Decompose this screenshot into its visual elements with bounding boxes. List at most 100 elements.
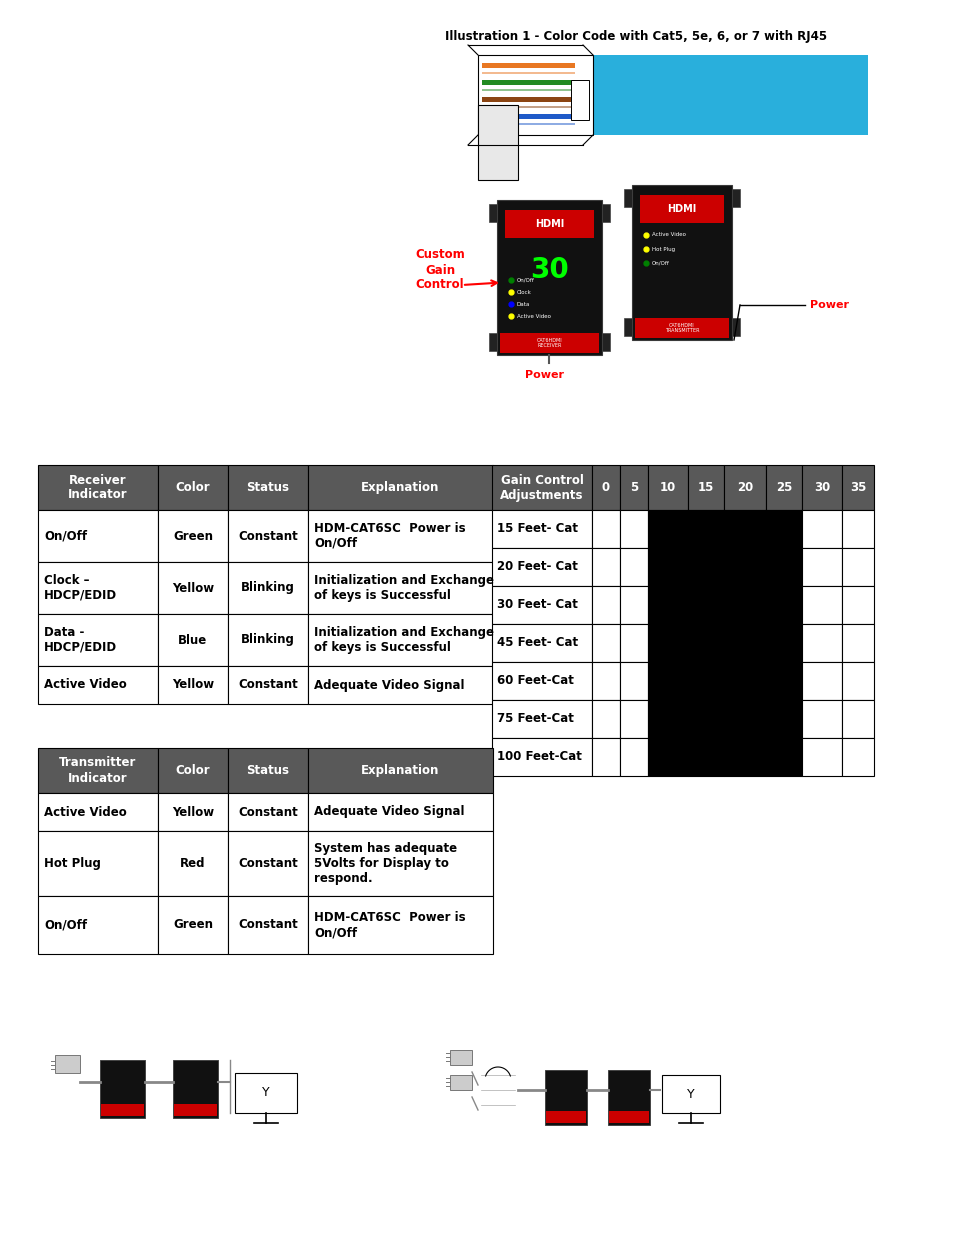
Text: 100 Feet-Cat: 100 Feet-Cat bbox=[497, 751, 581, 763]
Bar bbox=[481, 63, 575, 68]
Bar bbox=[765, 585, 801, 624]
Bar bbox=[619, 510, 647, 548]
Bar bbox=[308, 614, 493, 666]
Bar bbox=[723, 510, 765, 548]
Bar bbox=[38, 831, 158, 897]
Bar bbox=[492, 739, 592, 776]
Bar bbox=[158, 666, 228, 704]
Text: Yellow: Yellow bbox=[172, 805, 213, 819]
Bar bbox=[308, 466, 493, 510]
Bar bbox=[801, 548, 841, 585]
Bar bbox=[592, 510, 619, 548]
Text: Constant: Constant bbox=[238, 857, 297, 869]
Bar bbox=[101, 1104, 144, 1116]
Text: HDMI: HDMI bbox=[535, 219, 563, 228]
Text: Active Video: Active Video bbox=[44, 678, 127, 692]
Text: Active Video: Active Video bbox=[44, 805, 127, 819]
Bar bbox=[38, 666, 158, 704]
Bar bbox=[623, 189, 631, 207]
Bar bbox=[801, 466, 841, 510]
Bar bbox=[308, 748, 493, 793]
Text: 25: 25 bbox=[775, 480, 791, 494]
Bar bbox=[308, 831, 493, 897]
Bar bbox=[492, 624, 592, 662]
Bar bbox=[723, 739, 765, 776]
Bar bbox=[158, 562, 228, 614]
Text: Y: Y bbox=[686, 1088, 694, 1100]
Text: Clock: Clock bbox=[517, 289, 532, 294]
Text: Active Video: Active Video bbox=[651, 232, 685, 237]
Text: Initialization and Exchange
of keys is Successful: Initialization and Exchange of keys is S… bbox=[314, 574, 494, 601]
Text: Constant: Constant bbox=[238, 678, 297, 692]
Bar bbox=[38, 748, 158, 793]
Bar bbox=[481, 103, 575, 107]
Bar bbox=[687, 662, 723, 700]
Text: 35: 35 bbox=[849, 480, 865, 494]
Bar bbox=[481, 72, 575, 74]
Bar bbox=[723, 624, 765, 662]
Text: Custom
Gain
Control: Custom Gain Control bbox=[415, 248, 464, 291]
Bar bbox=[608, 1112, 648, 1123]
Bar bbox=[228, 466, 308, 510]
Bar bbox=[489, 204, 497, 222]
Text: HDMI: HDMI bbox=[667, 204, 696, 214]
Text: 75 Feet-Cat: 75 Feet-Cat bbox=[497, 713, 574, 725]
Bar bbox=[841, 510, 873, 548]
Bar bbox=[647, 548, 687, 585]
Text: 15 Feet- Cat: 15 Feet- Cat bbox=[497, 522, 578, 536]
Bar bbox=[228, 666, 308, 704]
Text: 45 Feet- Cat: 45 Feet- Cat bbox=[497, 636, 578, 650]
Bar bbox=[228, 748, 308, 793]
Bar bbox=[687, 466, 723, 510]
Bar bbox=[228, 831, 308, 897]
Text: Blinking: Blinking bbox=[241, 634, 294, 646]
Bar bbox=[100, 1060, 145, 1118]
Bar bbox=[571, 80, 588, 120]
Text: Color: Color bbox=[175, 480, 210, 494]
Bar bbox=[619, 700, 647, 739]
Bar bbox=[592, 739, 619, 776]
Bar bbox=[234, 1073, 296, 1113]
Bar bbox=[619, 739, 647, 776]
Bar bbox=[731, 189, 740, 207]
Text: Y: Y bbox=[262, 1087, 270, 1099]
Bar bbox=[492, 585, 592, 624]
Bar bbox=[228, 793, 308, 831]
Text: HDM-CAT6SC  Power is
On/Off: HDM-CAT6SC Power is On/Off bbox=[314, 522, 465, 550]
Bar bbox=[647, 700, 687, 739]
Text: 5: 5 bbox=[629, 480, 638, 494]
Bar bbox=[647, 466, 687, 510]
Bar bbox=[687, 585, 723, 624]
Bar bbox=[492, 548, 592, 585]
Bar bbox=[158, 748, 228, 793]
Bar bbox=[592, 700, 619, 739]
Bar bbox=[765, 466, 801, 510]
Bar bbox=[647, 510, 687, 548]
Bar bbox=[765, 662, 801, 700]
Text: Explanation: Explanation bbox=[361, 480, 439, 494]
Bar bbox=[158, 466, 228, 510]
Text: CAT6HDMI
RECEIVER: CAT6HDMI RECEIVER bbox=[536, 337, 561, 348]
Bar bbox=[492, 466, 592, 510]
Bar bbox=[841, 700, 873, 739]
Bar bbox=[723, 585, 765, 624]
Text: Adequate Video Signal: Adequate Video Signal bbox=[314, 678, 464, 692]
Bar bbox=[489, 333, 497, 351]
Bar bbox=[801, 510, 841, 548]
Text: 30: 30 bbox=[530, 256, 568, 284]
Text: Data: Data bbox=[517, 301, 530, 306]
Text: Hot Plug: Hot Plug bbox=[651, 247, 675, 252]
Bar bbox=[841, 624, 873, 662]
Bar bbox=[592, 662, 619, 700]
Bar bbox=[492, 700, 592, 739]
Text: Adequate Video Signal: Adequate Video Signal bbox=[314, 805, 464, 819]
Bar bbox=[841, 739, 873, 776]
Bar bbox=[723, 466, 765, 510]
Text: On/Off: On/Off bbox=[44, 530, 87, 542]
Bar bbox=[477, 105, 517, 180]
Bar bbox=[631, 185, 731, 340]
Bar bbox=[619, 548, 647, 585]
Bar bbox=[481, 120, 575, 125]
Bar bbox=[481, 80, 575, 85]
Bar bbox=[158, 831, 228, 897]
